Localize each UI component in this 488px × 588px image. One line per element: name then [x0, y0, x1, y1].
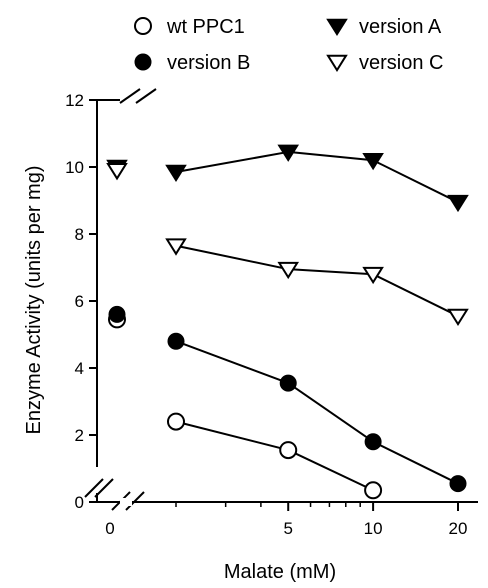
y-tick-label: 0	[75, 493, 84, 512]
series-line-wt-ppc1	[175, 420, 289, 452]
data-point-version-a	[362, 153, 384, 171]
series-line-version-b	[287, 382, 374, 443]
top-axis-break-mark	[119, 88, 141, 104]
y-tick-label: 8	[75, 225, 84, 244]
data-point-version-a	[277, 144, 300, 162]
legend-label-wt-ppc1: wt PPC1	[166, 16, 245, 38]
y-axis-break-mark	[84, 478, 104, 498]
y-tick-label: 6	[75, 292, 84, 311]
legend-marker-version-b	[134, 53, 152, 71]
x-axis-break-mark	[125, 491, 145, 511]
x-tick-label: 0	[105, 519, 114, 538]
series-line-wt-ppc1	[287, 449, 374, 492]
x-axis-label: Malate (mM)	[224, 561, 336, 583]
legend-label-version-c: version C	[359, 52, 443, 74]
legend: wt PPC1 version A version B version C	[134, 16, 443, 74]
legend-marker-wt-ppc1	[134, 17, 152, 35]
legend-label-version-a: version A	[359, 16, 442, 38]
x-axis-break-gap	[120, 498, 132, 506]
data-point-zero-version-b	[108, 305, 126, 323]
series-line-version-b	[372, 440, 459, 485]
data-point-version-c	[362, 266, 384, 285]
y-tick-label: 12	[65, 91, 84, 110]
x-tick-label: 20	[449, 519, 468, 538]
series-line-version-c	[372, 273, 459, 317]
data-point-version-a	[447, 194, 469, 213]
x-tick-label: 10	[364, 519, 383, 538]
series-lines	[175, 150, 459, 492]
data-point-version-b	[449, 475, 467, 493]
data-point-wt-ppc1	[167, 412, 185, 431]
series-line-version-a	[288, 150, 374, 162]
axes: 0 2 4 6 8 10 12 0 5 10 20	[65, 88, 478, 538]
data-point-version-b	[364, 433, 382, 451]
data-point-version-a	[165, 164, 187, 183]
data-point-version-c	[447, 308, 469, 327]
data-point-version-c	[277, 261, 300, 280]
y-tick-label: 4	[75, 359, 84, 378]
legend-marker-version-a	[326, 18, 348, 36]
legend-marker-version-c	[326, 54, 348, 72]
y-tick-label: 10	[65, 158, 84, 177]
y-tick-label: 2	[75, 426, 84, 445]
series-line-version-a	[372, 159, 459, 204]
data-point-version-b	[167, 332, 185, 350]
legend-label-version-b: version B	[167, 52, 250, 74]
series-line-version-c	[288, 268, 374, 276]
series-line-version-a	[175, 150, 289, 174]
data-point-version-c	[165, 238, 187, 256]
x-tick-label: 5	[283, 519, 292, 538]
data-point-wt-ppc1	[279, 441, 298, 460]
data-point-version-b	[279, 374, 297, 392]
top-axis-break-mark	[135, 88, 157, 104]
series-line-version-b	[175, 340, 289, 385]
data-point-wt-ppc1	[364, 481, 383, 500]
data-point-zero-version-c	[106, 163, 128, 181]
y-axis-break-mark	[94, 478, 114, 498]
series-line-version-c	[175, 244, 289, 271]
series-points	[106, 144, 469, 500]
y-axis-label: Enzyme Activity (units per mg)	[23, 166, 45, 435]
